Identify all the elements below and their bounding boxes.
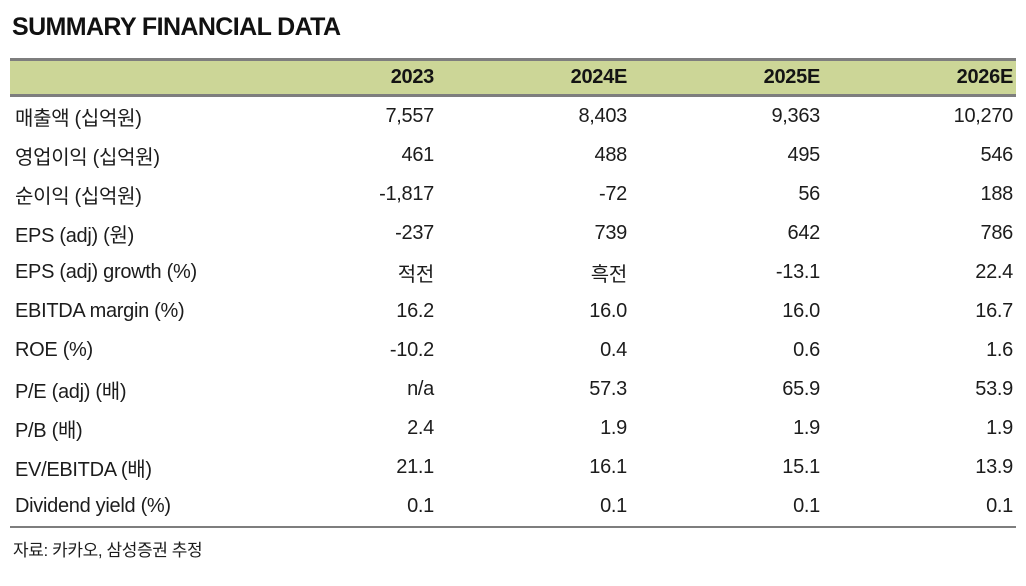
metric-value: -13.1 xyxy=(775,260,820,283)
metric-label: 순이익 (십억원) xyxy=(15,185,142,208)
metric-label: Dividend yield (%) xyxy=(10,486,244,528)
metric-value: 0.1 xyxy=(630,486,823,528)
metric-value: 21.1 xyxy=(396,455,434,478)
metric-value: -1,817 xyxy=(379,182,434,205)
metric-value: -237 xyxy=(395,221,434,244)
metric-value: 13.9 xyxy=(975,455,1013,478)
metric-label: P/B (배) xyxy=(15,419,83,442)
metric-value: 488 xyxy=(594,143,628,166)
metric-value: 642 xyxy=(787,221,821,244)
metric-value: 57.3 xyxy=(589,377,627,400)
metric-value: 10,270 xyxy=(953,104,1014,127)
column-header-blank xyxy=(10,59,244,95)
metric-value: 22.4 xyxy=(975,260,1013,283)
table-header: 2023 2024E 2025E 2026E xyxy=(10,59,1016,95)
metric-value: 1.6 xyxy=(986,338,1013,361)
metric-value: 461 xyxy=(401,143,435,166)
metric-label: 영업이익 (십억원) xyxy=(15,146,160,169)
metric-value: 495 xyxy=(787,143,821,166)
metric-label: 매출액 (십억원) xyxy=(15,107,142,130)
metric-value: 1.9 xyxy=(600,416,627,439)
metric-label: EPS (adj) (원) xyxy=(15,224,134,247)
metric-value: 0.4 xyxy=(600,338,627,361)
source-note: 자료: 카카오, 삼성증권 추정 xyxy=(13,540,203,560)
metric-value: 786 xyxy=(980,221,1014,244)
table-row: 매출액 (십억원) 7,557 8,403 9,363 10,270 xyxy=(10,95,1016,136)
metric-label: P/E (adj) (배) xyxy=(15,380,127,403)
table-row: EPS (adj) growth (%) 적전 흑전 -13.1 22.4 xyxy=(10,253,1016,292)
metric-value: 16.1 xyxy=(589,455,627,478)
table-row: ROE (%) -10.2 0.4 0.6 1.6 xyxy=(10,331,1016,370)
metric-value: 188 xyxy=(980,182,1014,205)
section-title: SUMMARY FINANCIAL DATA xyxy=(12,13,341,41)
metric-value: 546 xyxy=(980,143,1014,166)
metric-value: 0.1 xyxy=(244,486,437,528)
metric-value: 16.2 xyxy=(396,299,434,322)
metric-value: n/a xyxy=(407,377,434,400)
metric-value: 0.1 xyxy=(823,486,1016,528)
table-row: EV/EBITDA (배) 21.1 16.1 15.1 13.9 xyxy=(10,448,1016,487)
metric-value: 1.9 xyxy=(793,416,820,439)
column-header-2024e: 2024E xyxy=(570,65,628,88)
table-row: EPS (adj) (원) -237 739 642 786 xyxy=(10,214,1016,253)
metric-value: 8,403 xyxy=(578,104,627,127)
metric-value: 2.4 xyxy=(407,416,434,439)
metric-value: -10.2 xyxy=(389,338,434,361)
table-row: P/E (adj) (배) n/a 57.3 65.9 53.9 xyxy=(10,370,1016,409)
metric-value: 56 xyxy=(798,182,820,205)
metric-value: 65.9 xyxy=(782,377,820,400)
metric-value: 1.9 xyxy=(986,416,1013,439)
metric-value: 흑전 xyxy=(590,263,628,286)
metric-value: 16.0 xyxy=(782,299,820,322)
metric-value: 739 xyxy=(594,221,628,244)
table-row: P/B (배) 2.4 1.9 1.9 1.9 xyxy=(10,409,1016,448)
metric-value: 0.6 xyxy=(793,338,820,361)
metric-value: 53.9 xyxy=(975,377,1013,400)
metric-value: 9,363 xyxy=(771,104,820,127)
table-body: 매출액 (십억원) 7,557 8,403 9,363 10,270 영업이익 (십억원)… xyxy=(10,95,1016,528)
metric-label: EBITDA margin (%) xyxy=(15,299,185,322)
column-header-2025e: 2025E xyxy=(763,65,821,88)
metric-value: 7,557 xyxy=(385,104,434,127)
header-row: 2023 2024E 2025E 2026E xyxy=(10,59,1016,95)
metric-label: EV/EBITDA (배) xyxy=(15,458,152,481)
metric-value: 16.0 xyxy=(589,299,627,322)
financial-table: 2023 2024E 2025E 2026E 매출액 (십억원) 7,557 8,4… xyxy=(10,58,1016,528)
metric-value: -72 xyxy=(598,182,627,205)
metric-value: 16.7 xyxy=(975,299,1013,322)
table-row: Dividend yield (%) 0.1 0.1 0.1 0.1 xyxy=(10,486,1016,528)
metric-label: EPS (adj) growth (%) xyxy=(15,260,197,283)
table-row: EBITDA margin (%) 16.2 16.0 16.0 16.7 xyxy=(10,292,1016,331)
column-header-2023: 2023 xyxy=(390,65,435,88)
table-row: 순이익 (십억원) -1,817 -72 56 188 xyxy=(10,175,1016,214)
metric-value: 15.1 xyxy=(782,455,820,478)
table-row: 영업이익 (십억원) 461 488 495 546 xyxy=(10,136,1016,175)
metric-value: 적전 xyxy=(397,263,435,286)
column-header-2026e: 2026E xyxy=(956,65,1014,88)
metric-value: 0.1 xyxy=(437,486,630,528)
metric-label: ROE (%) xyxy=(15,338,93,361)
